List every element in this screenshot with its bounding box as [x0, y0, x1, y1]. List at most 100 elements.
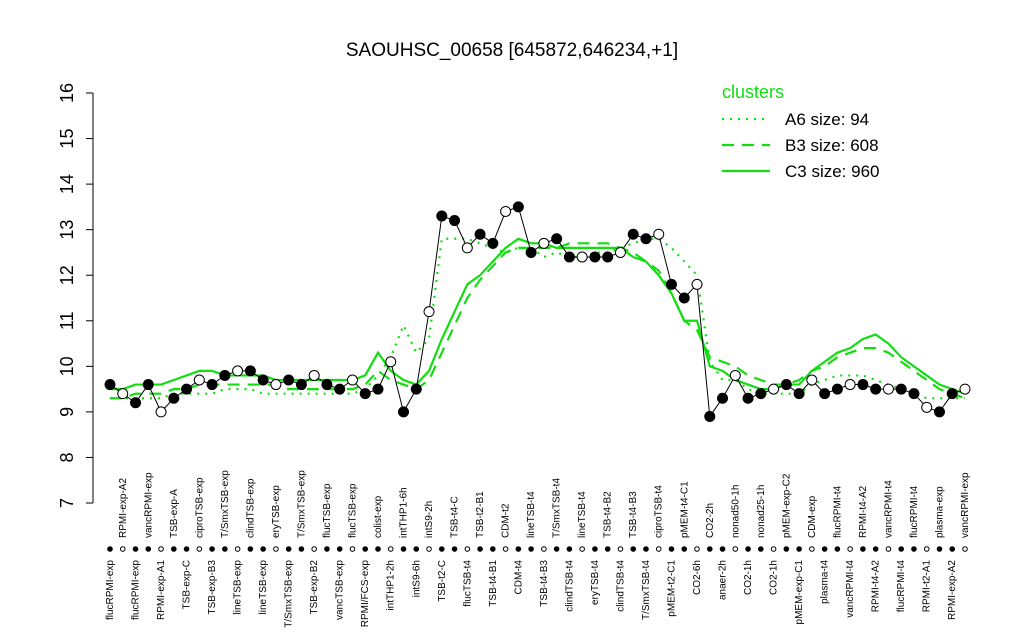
- x-tick-label: CDM-exp: [807, 495, 818, 538]
- sample-point: [729, 369, 741, 381]
- sample-marker: [745, 546, 751, 552]
- sample-marker: [222, 546, 228, 552]
- chart-title: SAOUHSC_00658 [645872,646234,+1]: [346, 40, 678, 61]
- sample-marker: [821, 546, 828, 552]
- x-tick-label: CDM-t2: [501, 503, 512, 538]
- sample-marker: [579, 546, 585, 552]
- x-tick-label: RPMI/FCS-exp: [360, 560, 371, 628]
- sample-point: [181, 383, 193, 395]
- x-tick-label: pMEM-exp-C2: [781, 473, 792, 538]
- sample-point: [232, 365, 244, 377]
- sample-point: [436, 210, 448, 222]
- x-tick-label: flucRPMI-t4: [896, 560, 907, 613]
- legend-label: A6 size: 94: [785, 110, 869, 129]
- x-tick-label: vancRPMI-exp: [143, 472, 154, 538]
- x-tick-label: vancRPMI-exp: [960, 472, 971, 538]
- x-tick-label: TSB-exp-B2: [309, 560, 320, 615]
- x-tick-label: TSB-t4-B3: [539, 560, 550, 607]
- legend-label: B3 size: 608: [785, 136, 879, 155]
- sample-point: [742, 392, 754, 404]
- x-tick-label: plasma-t4: [820, 560, 831, 604]
- x-tick-label: intTHP1-6h: [399, 487, 410, 538]
- x-tick-label: T/SmxTSB-exp: [284, 560, 295, 628]
- x-tick-label: flucTSB-exp: [347, 483, 358, 538]
- sample-marker: [413, 546, 420, 552]
- sample-point: [334, 383, 346, 395]
- sample-point: [665, 278, 677, 290]
- sample-marker: [770, 546, 777, 552]
- sample-marker: [375, 546, 381, 552]
- x-tick-label: eryTSB-exp: [271, 485, 282, 538]
- x-tick-label: T/SmxTSB-exp: [220, 470, 231, 538]
- legend-title: clusters: [722, 82, 784, 102]
- y-tick-label: 7: [57, 498, 77, 508]
- x-tick-label: intS9-2h: [424, 501, 435, 538]
- x-tick-label: RPMI-exp-A2: [118, 478, 129, 538]
- x-tick-label: anaer-2h: [718, 560, 729, 600]
- sample-point: [130, 397, 142, 409]
- x-tick-label: clindTSB-t4: [615, 560, 626, 612]
- sample-point: [640, 233, 652, 245]
- sample-marker: [464, 546, 471, 552]
- sample-point: [780, 379, 792, 391]
- x-tick-label: pMEM-exp-C1: [794, 560, 805, 625]
- sample-marker: [451, 546, 458, 552]
- x-tick-label: flucRPMI-t4: [909, 485, 920, 538]
- sample-marker: [119, 546, 126, 552]
- sample-marker: [898, 546, 904, 552]
- y-tick-label: 16: [57, 83, 77, 103]
- sample-point: [755, 388, 767, 400]
- sample-point: [423, 306, 435, 318]
- x-tick-label: T/SmxTSB-exp: [296, 470, 307, 538]
- sample-point: [882, 383, 894, 395]
- sample-marker: [655, 546, 662, 552]
- sample-point: [678, 292, 690, 304]
- sample-marker: [387, 546, 394, 552]
- sample-point: [257, 374, 269, 386]
- sample-point: [193, 374, 205, 386]
- x-tick-label: lineTSB-exp: [233, 560, 244, 615]
- sample-marker: [362, 546, 369, 552]
- x-tick-label: CO2-1h: [743, 560, 754, 595]
- x-tick-label: intS9-6h: [411, 560, 422, 597]
- sample-marker: [949, 546, 956, 552]
- sample-point: [385, 356, 397, 368]
- sample-marker: [502, 546, 509, 552]
- sample-marker: [528, 546, 534, 552]
- sample-marker: [426, 546, 432, 552]
- sample-marker: [643, 546, 649, 552]
- sample-marker: [911, 546, 917, 552]
- sample-marker: [158, 546, 164, 552]
- sample-point: [576, 251, 588, 263]
- x-tick-label: flucTSB-exp: [322, 483, 333, 538]
- x-tick-label: vancRPMI-t4: [845, 560, 856, 618]
- sample-point: [895, 383, 907, 395]
- x-tick-label: ciproTSB-exp: [194, 477, 205, 538]
- sample-marker: [209, 546, 215, 552]
- sample-marker: [630, 546, 637, 552]
- x-tick-label: CO2-6h: [692, 560, 703, 595]
- sample-marker: [796, 546, 802, 552]
- sample-marker: [681, 546, 688, 552]
- x-tick-label: ciproTSB-t4: [654, 485, 665, 538]
- sample-marker: [107, 546, 113, 552]
- sample-marker: [962, 546, 968, 552]
- sample-point: [946, 388, 958, 400]
- sample-point: [168, 392, 180, 404]
- sample-point: [908, 388, 920, 400]
- sample-point: [270, 379, 282, 391]
- sample-marker: [400, 546, 407, 552]
- y-tick-label: 12: [57, 265, 77, 285]
- sample-marker: [923, 546, 930, 552]
- sample-point: [806, 374, 818, 386]
- x-tick-label: RPMI-t4-A2: [858, 485, 869, 538]
- sample-marker: [336, 546, 343, 552]
- sample-marker: [273, 546, 279, 552]
- x-tick-label: TSB-t2-B1: [475, 491, 486, 538]
- sample-point: [295, 379, 307, 391]
- x-tick-label: RPMI-exp-A1: [156, 560, 167, 620]
- sample-point: [921, 401, 933, 413]
- sample-point: [372, 383, 384, 395]
- sample-marker: [183, 546, 190, 552]
- sample-point: [602, 251, 614, 263]
